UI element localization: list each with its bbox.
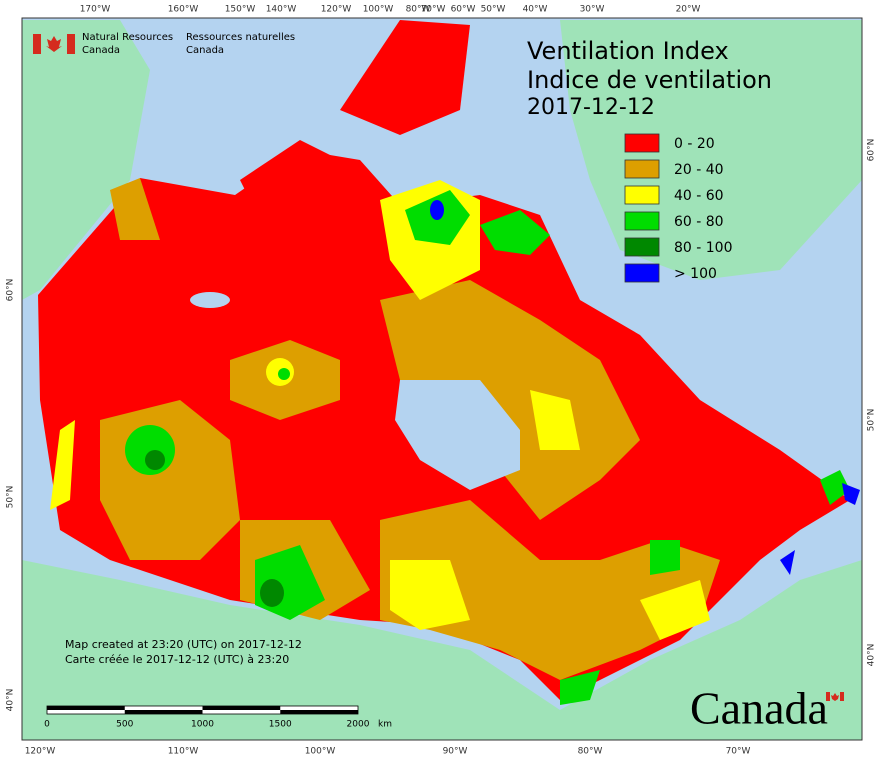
wordmark: Canada <box>690 683 844 734</box>
lat-label: 40°N <box>6 689 16 712</box>
note: Map created at 23:20 (UTC) on 2017-12-12 <box>65 638 302 651</box>
lon-label: 80°W <box>578 747 603 757</box>
lon-label: 30°W <box>580 5 605 15</box>
title: Ventilation Index <box>527 37 729 65</box>
legend-label: > 100 <box>674 266 717 282</box>
lon-label: 100°W <box>305 747 336 757</box>
lon-label: 80°W <box>406 5 431 15</box>
lat-label: 60°N <box>867 139 877 162</box>
legend-swatch <box>624 237 660 257</box>
lon-label: 120°W <box>25 747 56 757</box>
legend-label: 80 - 100 <box>674 240 733 256</box>
legend-label: 0 - 20 <box>674 136 715 152</box>
lon-label: 20°W <box>676 5 701 15</box>
wordmark-text: Canada <box>690 683 828 734</box>
title-fr: Indice de ventilation <box>527 66 772 94</box>
lon-label: 120°W <box>321 5 352 15</box>
scale-segment <box>47 706 125 710</box>
legend-label: 40 - 60 <box>674 188 724 204</box>
legend-swatch <box>624 185 660 205</box>
legend-label: 60 - 80 <box>674 214 724 230</box>
agency-en: Canada <box>82 45 120 56</box>
legend-label: 20 - 40 <box>674 162 724 178</box>
legend: 0 - 20 20 - 40 40 - 60 60 - 80 80 - 100 > 100 <box>624 133 733 283</box>
scale-tick-label: 0 <box>44 720 50 730</box>
lon-label: 40°W <box>523 5 548 15</box>
lon-label: 140°W <box>266 5 297 15</box>
scale-segment <box>280 710 358 714</box>
scale-tick-label: 500 <box>116 720 133 730</box>
agency-logo: Natural Resources Canada Ressources natu… <box>33 32 295 56</box>
lon-label: 110°W <box>168 747 199 757</box>
lat-label: 60°N <box>6 279 16 302</box>
lon-label: 100°W <box>363 5 394 15</box>
lon-label: 160°W <box>168 5 199 15</box>
scale-unit: km <box>378 720 392 730</box>
lon-label: 70°W <box>726 747 751 757</box>
scale-tick-label: 1500 <box>269 720 292 730</box>
lat-label: 40°N <box>867 644 877 667</box>
scale-tick-label: 2000 <box>347 720 370 730</box>
lat-label: 50°N <box>867 409 877 432</box>
map-frame <box>21 17 863 741</box>
lon-label: 60°W <box>451 5 476 15</box>
legend-swatch <box>624 133 660 153</box>
canada-ventilation <box>38 20 860 705</box>
lon-label: 170°W <box>80 5 111 15</box>
graticule-labels: 170°W 160°W 150°W 140°W 120°W 100°W 80°W70°W 60… <box>6 5 877 757</box>
lon-label: 90°W <box>443 747 468 757</box>
legend-swatch <box>624 263 660 283</box>
note: Carte créée le 2017-12-12 (UTC) à 23:20 <box>65 653 289 666</box>
scale-bar: 0 500 1000 1500 2000 km <box>44 705 392 730</box>
date: 2017-12-12 <box>527 95 655 120</box>
scale-segment <box>202 706 281 710</box>
agency-en: Natural Resources <box>82 32 173 43</box>
scale-segment <box>124 710 203 714</box>
lon-label: 150°W <box>225 5 256 15</box>
scale-tick-label: 1000 <box>191 720 214 730</box>
lon-label: 50°W <box>481 5 506 15</box>
lon-label: 70°W <box>421 5 446 15</box>
agency-fr: Canada <box>186 45 224 56</box>
lat-label: 50°N <box>6 486 16 509</box>
legend-swatch <box>624 159 660 179</box>
agency-fr: Ressources naturelles <box>186 32 295 43</box>
legend-swatch <box>624 211 660 231</box>
